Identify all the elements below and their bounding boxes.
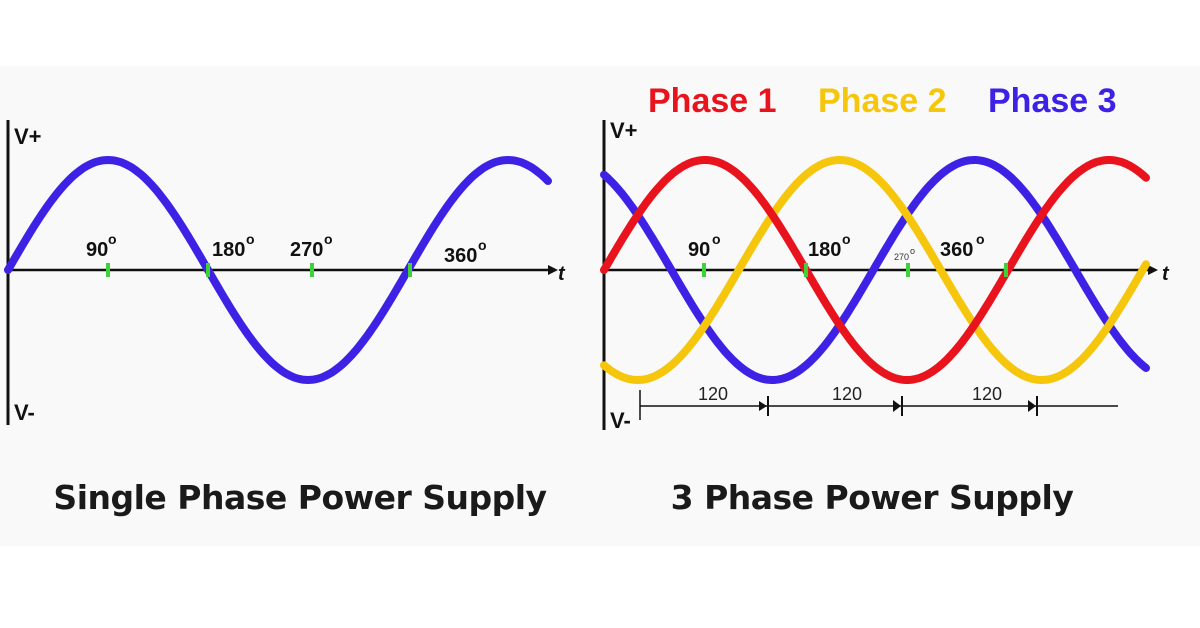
svg-text:270: 270 bbox=[894, 252, 909, 262]
degree-tick-2 bbox=[206, 263, 210, 277]
phase-3-wave bbox=[600, 156, 1150, 384]
left-t-arrow bbox=[548, 265, 558, 275]
single-phase-wave bbox=[4, 155, 552, 385]
right-v-minus-label: V- bbox=[610, 408, 631, 433]
svg-text:360: 360 bbox=[444, 245, 477, 267]
svg-text:o: o bbox=[910, 246, 915, 256]
svg-text:270: 270 bbox=[290, 239, 323, 261]
left-t-label: t bbox=[558, 263, 566, 285]
degree-tick-3 bbox=[906, 263, 910, 277]
svg-text:180: 180 bbox=[808, 239, 841, 261]
right-degree-label-360: 360 o bbox=[940, 231, 985, 261]
svg-text:o: o bbox=[108, 231, 117, 247]
degree-tick-1 bbox=[106, 263, 110, 277]
three-phase-panel: V+ V- t Phase 1 Phase 2 Phase 3 90 o 180… bbox=[600, 82, 1170, 433]
right-degree-label-90: 90 o bbox=[688, 231, 721, 261]
right-degree-ticks bbox=[702, 263, 1008, 277]
degree-tick-3 bbox=[310, 263, 314, 277]
left-degree-ticks bbox=[106, 263, 412, 277]
right-t-arrow bbox=[1148, 265, 1158, 275]
interval-label-2: 120 bbox=[832, 384, 862, 404]
svg-text:90: 90 bbox=[688, 239, 710, 261]
svg-text:180: 180 bbox=[212, 239, 245, 261]
interval-arrow-3 bbox=[1028, 400, 1036, 412]
degree-tick-2 bbox=[804, 263, 808, 277]
single-phase-caption: Single Phase Power Supply bbox=[53, 478, 547, 517]
three-phase-caption: 3 Phase Power Supply bbox=[670, 478, 1074, 517]
left-degree-label-90: 90 o bbox=[86, 231, 117, 261]
svg-text:90: 90 bbox=[86, 239, 108, 261]
phase-1-wave bbox=[600, 156, 1150, 384]
right-degree-label-180: 180 o bbox=[808, 231, 851, 261]
svg-text:o: o bbox=[324, 231, 333, 247]
figure-background bbox=[0, 66, 1200, 546]
degree-tick-4 bbox=[1004, 263, 1008, 277]
svg-text:o: o bbox=[842, 231, 851, 247]
interval-markers: 120 120 120 bbox=[639, 384, 1118, 420]
legend-phase-1: Phase 1 bbox=[648, 82, 777, 120]
interval-arrow-2 bbox=[893, 400, 901, 412]
degree-tick-1 bbox=[702, 263, 706, 277]
interval-label-3: 120 bbox=[972, 384, 1002, 404]
left-v-plus-label: V+ bbox=[14, 124, 42, 149]
single-phase-panel: V+ V- t 90 o 180 o 270 o 360 o bbox=[4, 120, 566, 425]
degree-tick-4 bbox=[408, 263, 412, 277]
svg-text:o: o bbox=[246, 231, 255, 247]
svg-text:o: o bbox=[478, 237, 487, 253]
left-degree-label-360: 360 o bbox=[444, 237, 487, 267]
right-t-label: t bbox=[1162, 263, 1170, 285]
legend-phase-3: Phase 3 bbox=[988, 82, 1117, 120]
svg-text:360: 360 bbox=[940, 239, 973, 261]
right-v-plus-label: V+ bbox=[610, 118, 638, 143]
left-degree-label-180: 180 o bbox=[212, 231, 255, 261]
phase-2-wave bbox=[600, 156, 1150, 384]
legend-phase-2: Phase 2 bbox=[818, 82, 947, 120]
svg-text:o: o bbox=[976, 231, 985, 247]
left-v-minus-label: V- bbox=[14, 400, 35, 425]
svg-text:o: o bbox=[712, 231, 721, 247]
left-degree-label-270: 270 o bbox=[290, 231, 333, 261]
interval-arrow-1 bbox=[759, 401, 767, 411]
interval-label-1: 120 bbox=[698, 384, 728, 404]
right-degree-label-270: 270 o bbox=[894, 246, 915, 262]
